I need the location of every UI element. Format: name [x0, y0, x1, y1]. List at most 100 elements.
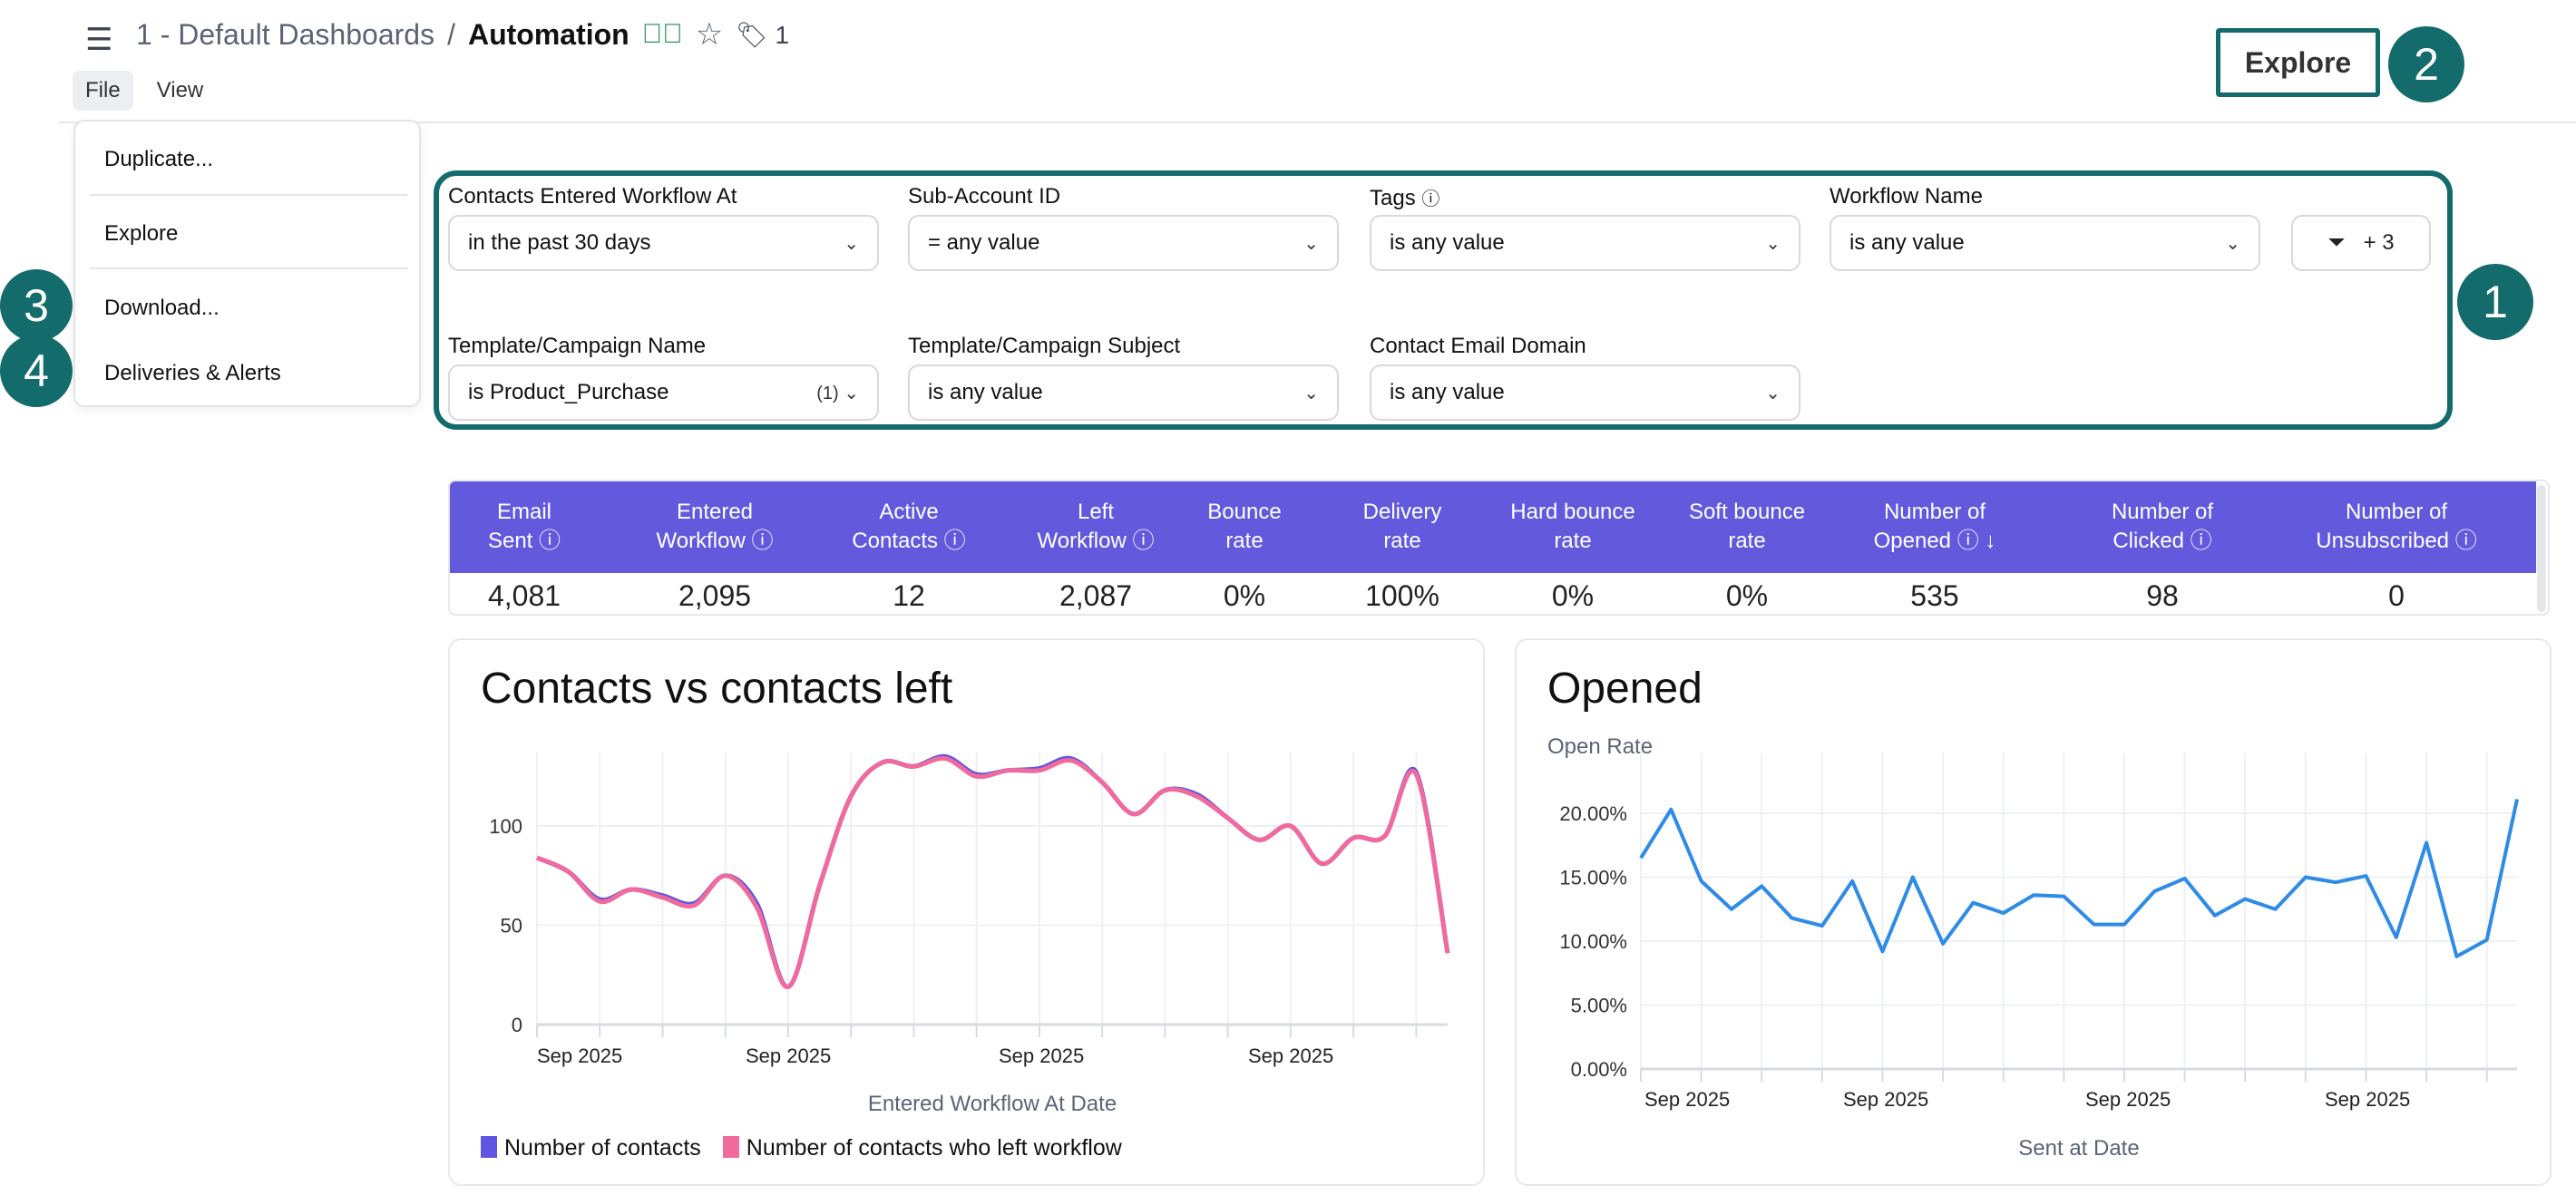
column-header[interactable]: Bounce rate	[1207, 500, 1282, 553]
filter-label: Workflow Name	[1830, 184, 1983, 209]
x-axis-title: Sent at Date	[2018, 1136, 2139, 1161]
x-tick-label: Sep 2025	[1248, 1044, 1333, 1067]
column-header[interactable]: Soft bounce rate	[1688, 500, 1806, 553]
kpi-value: 0%	[1551, 579, 1595, 612]
tag-icon[interactable]: 🏷︎ 1	[736, 20, 790, 49]
filter-select[interactable]: is any value ⌄	[1370, 215, 1800, 271]
legend-item[interactable]: Number of contacts	[481, 1135, 701, 1161]
menu-item-deliveries-alerts[interactable]: Deliveries & Alerts	[104, 361, 281, 385]
kpi-value: 0	[2388, 579, 2405, 612]
more-filters-button[interactable]: ⏷ + 3	[2291, 215, 2431, 271]
chart-legend: Number of contacts Number of contacts wh…	[481, 1135, 1122, 1161]
filter-value: is Product_Purchase	[468, 380, 669, 404]
series-line-0	[535, 753, 1450, 989]
menu-item-duplicate[interactable]: Duplicate...	[104, 147, 214, 171]
info-icon[interactable]: ⓘ	[1421, 189, 1440, 209]
column-header[interactable]: Email Sent ⓘ	[487, 500, 561, 553]
kpi-table-header	[450, 481, 2536, 573]
kpi-value: 0%	[1725, 579, 1769, 612]
menu-view[interactable]: View	[156, 78, 204, 102]
chevron-down-icon: ⌄	[1765, 233, 1781, 254]
filter-select[interactable]: is any value ⌄	[1830, 215, 2260, 271]
chart-card-opened: Opened Open Rate 0.00% 5.00% 10.00% 15.00% 2…	[1515, 638, 2552, 1186]
kpi-value: 4,081	[487, 579, 561, 612]
column-header[interactable]: Hard bounce rate	[1510, 500, 1635, 553]
kpi-value: 2,095	[678, 579, 752, 612]
menu-file[interactable]: File	[73, 71, 133, 111]
column-header[interactable]: Entered Workflow ⓘ	[656, 500, 774, 553]
legend-item[interactable]: Number of contacts who left workflow	[722, 1135, 1122, 1161]
contacts-chart: 0 50 100 Sep 2025 Sep 2025 Sep 2025 Sep 2025 En…	[489, 753, 1450, 1116]
kpi-value: 12	[893, 579, 925, 612]
series-line-1	[535, 755, 1450, 989]
breadcrumb: 1 - Default Dashboards / Automation ✓⃝ ☆…	[136, 16, 789, 53]
filters-panel	[434, 170, 2453, 430]
menu-item-explore[interactable]: Explore	[104, 221, 179, 246]
chart-title: Contacts vs contacts left	[481, 665, 953, 713]
breadcrumb-parent[interactable]: 1 - Default Dashboards	[136, 17, 435, 51]
kpi-value: 2,087	[1059, 579, 1133, 612]
chevron-down-icon: ⌄	[844, 233, 859, 254]
x-tick-label: Sep 2025	[1644, 1088, 1730, 1111]
page-title: Automation	[467, 17, 629, 51]
legend-swatch	[722, 1136, 739, 1158]
column-header[interactable]: Number of Clicked ⓘ	[2111, 500, 2214, 553]
star-icon[interactable]: ☆	[695, 17, 724, 52]
more-filters-count: + 3	[2363, 230, 2395, 255]
hamburger-icon[interactable]: ☰	[85, 23, 113, 57]
column-header[interactable]: Number of Unsubscribed ⓘ	[2316, 500, 2477, 553]
filter-value: = any value	[928, 230, 1040, 255]
filter-select[interactable]: = any value ⌄	[908, 215, 1339, 271]
y-tick-label: 0.00%	[1571, 1058, 1627, 1081]
y-tick-label: 100	[489, 815, 522, 838]
check-circle-icon: ✓⃝	[641, 19, 683, 49]
kpi-value: 0%	[1223, 579, 1266, 612]
explore-button[interactable]: Explore	[2216, 28, 2380, 97]
annotation-badge-3: 3	[0, 269, 73, 342]
table-scrollbar[interactable]	[2537, 485, 2546, 612]
kpi-value: 98	[2146, 579, 2179, 612]
menu-divider	[90, 267, 407, 269]
menu-item-download[interactable]: Download...	[104, 296, 220, 320]
filter-value: in the past 30 days	[468, 230, 651, 255]
x-tick-label: Sep 2025	[1843, 1088, 1928, 1111]
x-tick-label: Sep 2025	[537, 1044, 622, 1067]
legend-label: Number of contacts who left workflow	[746, 1135, 1122, 1161]
column-header[interactable]: Number of Opened ⓘ ↓	[1873, 500, 1996, 553]
column-header[interactable]: Delivery rate	[1362, 500, 1442, 553]
chevron-down-icon: ⌄	[1303, 233, 1319, 254]
file-menu-dropdown: Duplicate... Explore Download... Deliver…	[73, 120, 421, 407]
y-tick-label: 5.00%	[1571, 995, 1627, 1017]
x-tick-label: Sep 2025	[2085, 1088, 2171, 1111]
filter-value: is any value	[1390, 230, 1505, 255]
filter-label: Template/Campaign Name	[448, 334, 707, 358]
y-tick-label: 0	[512, 1014, 522, 1036]
filter-label: Tags ⓘ	[1370, 186, 1440, 210]
filter-select[interactable]: is Product_Purchase (1) ⌄	[448, 364, 879, 421]
x-tick-label: Sep 2025	[999, 1044, 1084, 1067]
column-header[interactable]: Left Workflow ⓘ	[1037, 500, 1155, 553]
filter-label: Template/Campaign Subject	[908, 334, 1181, 358]
series-line-0	[1639, 799, 2519, 958]
chevron-down-icon: ⌄	[1303, 383, 1319, 403]
filter-select[interactable]: is any value ⌄	[908, 364, 1339, 421]
y-tick-label: 50	[501, 915, 522, 938]
filter-select[interactable]: is any value ⌄	[1370, 364, 1800, 421]
kpi-table: Email Sent ⓘ 4,081 Entered Workflow ⓘ 2,095…	[448, 480, 2550, 616]
tag-count: 1	[775, 20, 790, 49]
y-tick-label: 20.00%	[1559, 802, 1627, 825]
y-tick-label: 15.00%	[1559, 867, 1627, 889]
filter-count: (1)	[816, 383, 839, 403]
chevron-down-icon: (1) ⌄	[816, 383, 859, 403]
opened-chart: 0.00% 5.00% 10.00% 15.00% 20.00% Sep 2025 Sep …	[1559, 753, 2519, 1161]
y-axis-title: Open Rate	[1547, 734, 1654, 759]
column-header[interactable]: Active Contacts ⓘ	[852, 500, 966, 553]
filter-select[interactable]: in the past 30 days ⌄	[448, 215, 879, 271]
filter-value: is any value	[928, 380, 1043, 404]
annotation-badge-1: 1	[2457, 264, 2533, 340]
annotation-badge-2: 2	[2388, 26, 2464, 102]
filter-value: is any value	[1390, 380, 1505, 404]
filter-value: is any value	[1849, 230, 1965, 255]
filter-label: Contacts Entered Workflow At	[448, 184, 737, 209]
legend-swatch	[481, 1136, 497, 1158]
